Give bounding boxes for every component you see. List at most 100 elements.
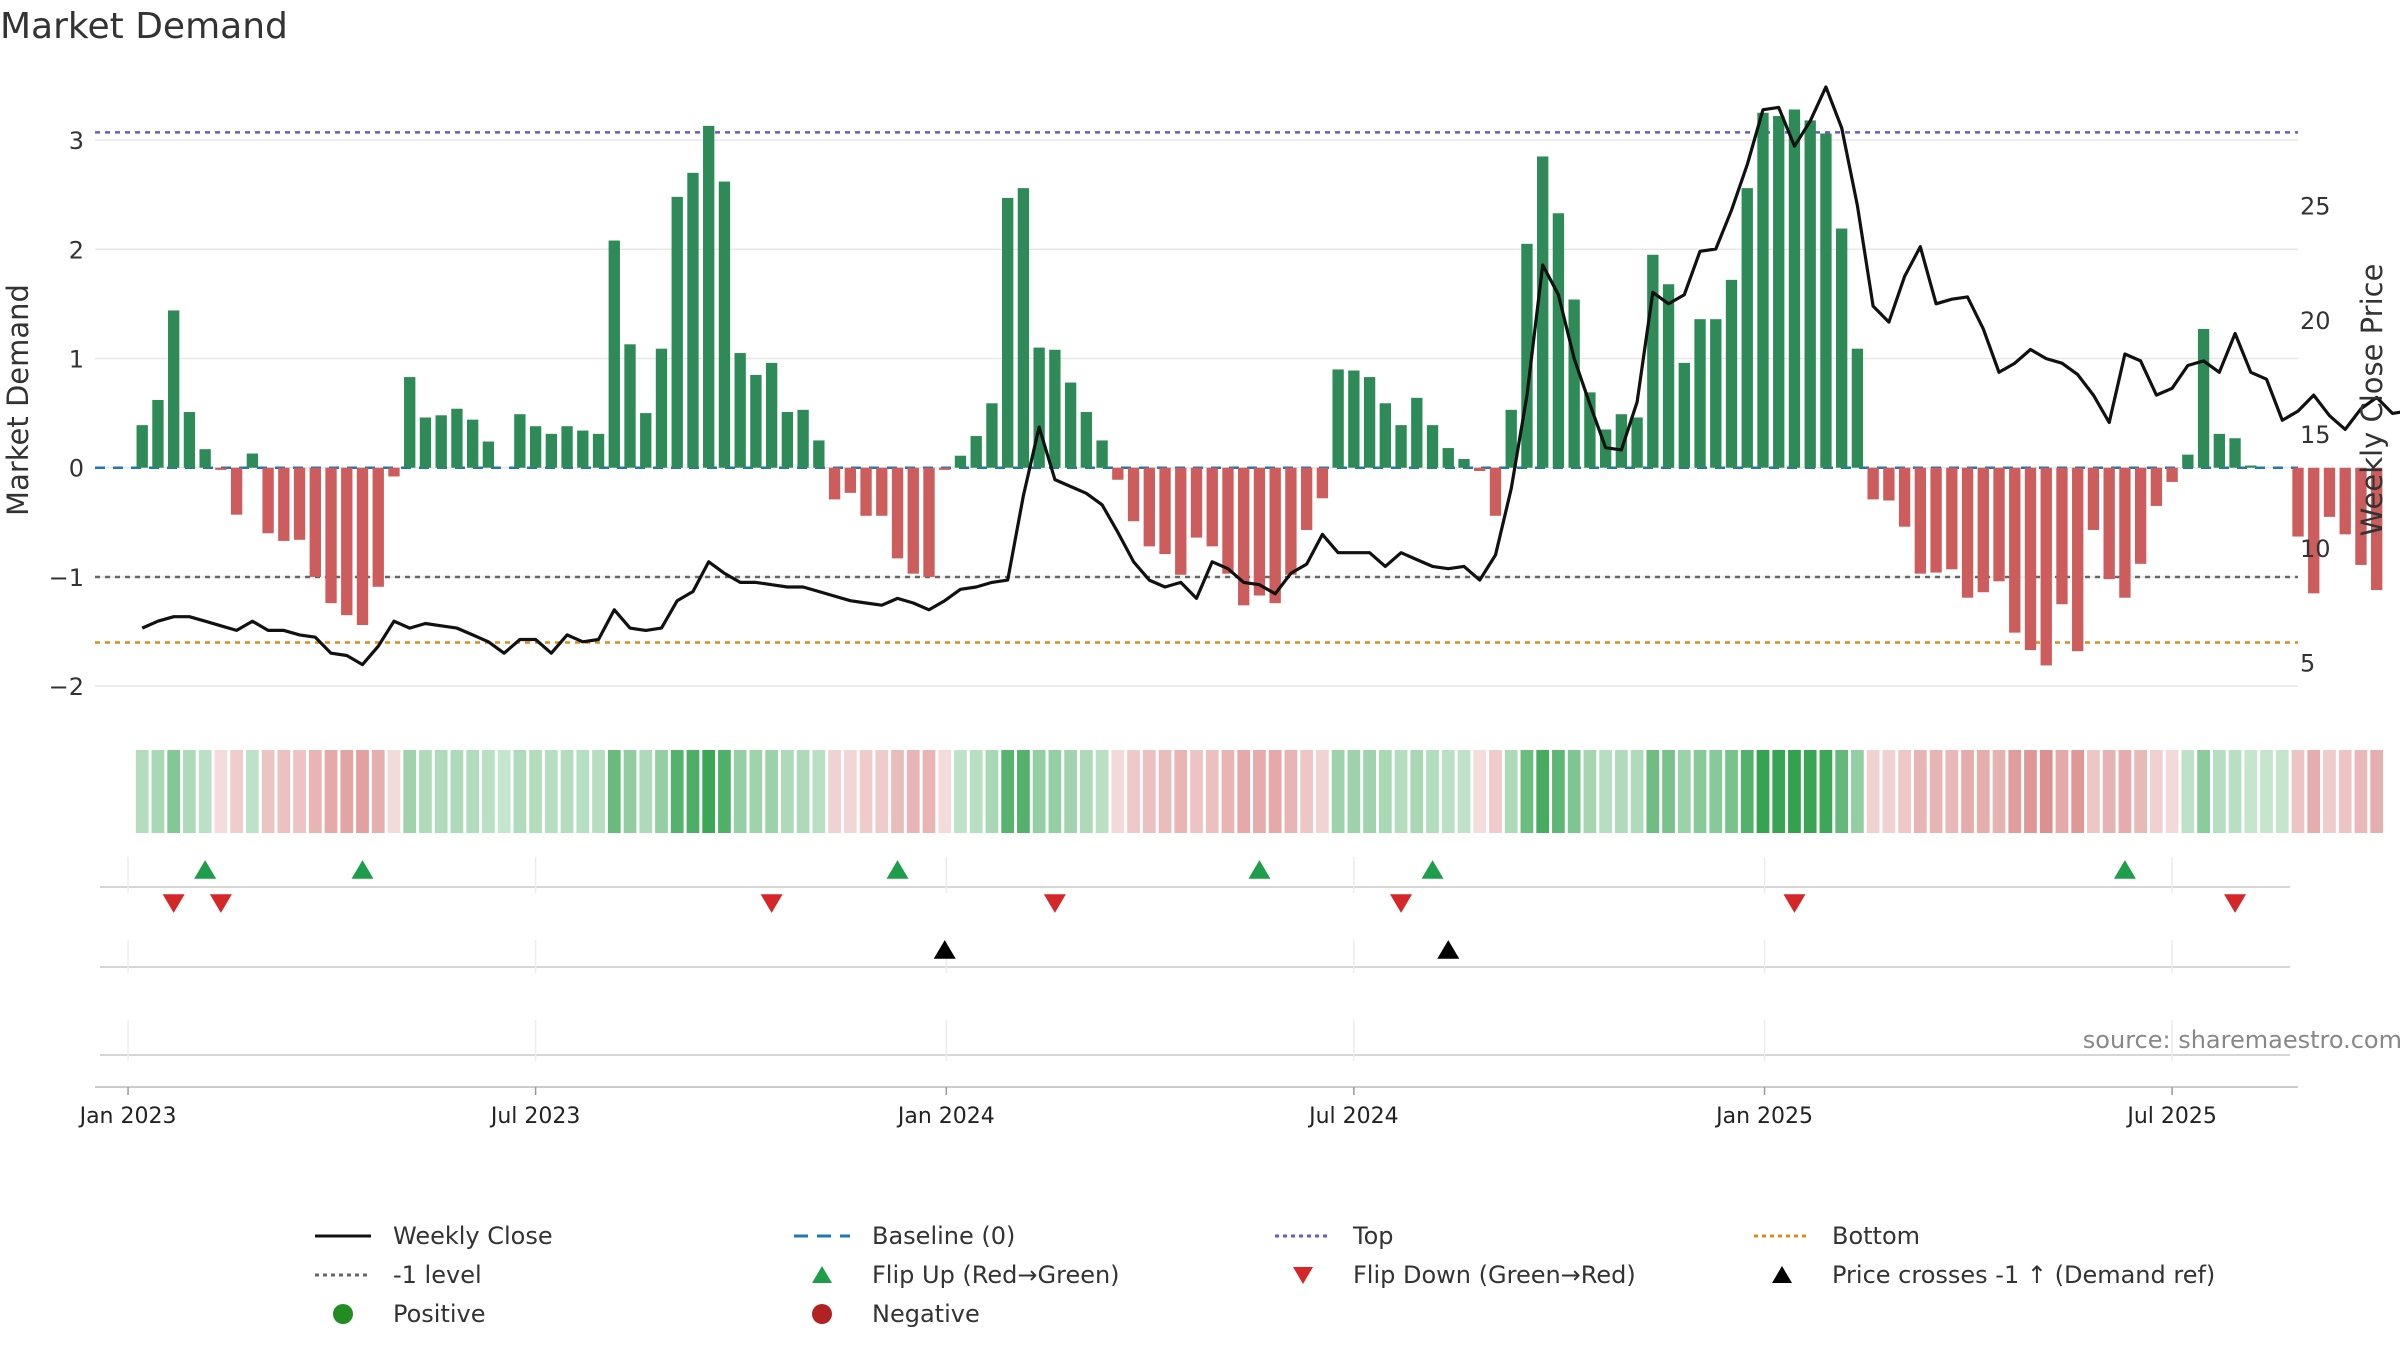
flip-up-marker (2113, 860, 2136, 879)
heat-cell (2244, 750, 2258, 833)
demand-bar (2024, 467, 2037, 651)
demand-bar (1788, 109, 1801, 468)
flip-down-marker (2224, 894, 2247, 913)
heat-cell (639, 750, 653, 833)
demand-bar (1363, 377, 1376, 468)
heat-cell (1316, 750, 1329, 833)
demand-bar (592, 433, 605, 468)
heat-cell (1142, 750, 1156, 833)
heat-cell (2370, 750, 2384, 833)
demand-bar (2119, 467, 2131, 598)
y2-tick-label: 5 (2300, 649, 2315, 677)
demand-bar (278, 467, 290, 541)
heat-cell (1583, 750, 1597, 833)
heat-cell (1677, 750, 1691, 833)
heat-cell (1520, 750, 1534, 833)
heat-cell (1253, 750, 1266, 833)
heat-cell (1378, 750, 1392, 833)
demand-bar (1946, 467, 1958, 570)
heat-cell (859, 750, 873, 833)
x-tick-label: Jan 2025 (1714, 1104, 1813, 1129)
heat-cell (245, 750, 259, 833)
heat-cell (2291, 750, 2305, 833)
heat-cell (371, 750, 385, 833)
heat-cell (2307, 750, 2321, 833)
demand-bar (466, 419, 479, 468)
demand-bar (2308, 467, 2320, 594)
y-tick-label: 0 (69, 455, 84, 483)
heat-cell (1929, 750, 1943, 833)
demand-bar (1300, 467, 1313, 530)
heat-cell (2181, 750, 2195, 833)
heat-cell (1221, 750, 1235, 833)
heat-cell (1835, 750, 1849, 833)
flip-down-marker (760, 894, 783, 913)
heat-cell (340, 750, 354, 833)
demand-bar (341, 467, 353, 616)
heat-cell (1394, 750, 1408, 833)
demand-bar (230, 467, 243, 515)
heat-cell (1064, 750, 1077, 833)
demand-bar (1835, 228, 1848, 468)
heat-cell (1190, 750, 1203, 833)
demand-bar (813, 440, 825, 468)
demand-bar (2371, 467, 2383, 591)
heat-cell (1331, 750, 1345, 833)
heat-cell (277, 750, 291, 833)
heat-cell (466, 750, 480, 833)
demand-bar (1348, 370, 1360, 468)
heat-cell (1536, 750, 1550, 833)
demand-bar (1505, 409, 1517, 468)
close-price-polyline (141, 85, 2400, 667)
heat-cell (356, 750, 369, 833)
heat-cell (623, 750, 637, 833)
heat-cell (828, 750, 841, 833)
demand-bar (939, 467, 951, 470)
demand-bar (1725, 279, 1738, 468)
demand-bar (215, 467, 227, 470)
flip-down-marker (162, 894, 185, 913)
demand-bar (1017, 188, 1030, 468)
demand-bar (1867, 467, 1879, 500)
heat-cell (922, 750, 936, 833)
heat-cell (607, 750, 621, 833)
heat-cell (1504, 750, 1518, 833)
heat-cell (749, 750, 763, 833)
heat-cell (1347, 750, 1361, 833)
heat-cell (1410, 750, 1424, 833)
heat-cell (1819, 750, 1833, 833)
demand-bar (1898, 467, 1911, 527)
demand-bar (168, 310, 180, 468)
heat-cell (387, 750, 401, 833)
heat-cell (1662, 750, 1675, 833)
heat-cell (1158, 750, 1172, 833)
demand-bar (545, 433, 558, 468)
demand-bar (734, 353, 746, 468)
heat-cell (513, 750, 527, 833)
demand-bar (293, 467, 306, 540)
heat-cell (733, 750, 747, 833)
heat-cell (308, 750, 322, 833)
demand-bar (2150, 467, 2163, 506)
demand-bar (1552, 213, 1565, 468)
demand-bar (1568, 299, 1580, 468)
demand-bar (1033, 347, 1045, 468)
heat-cell (1599, 750, 1612, 833)
demand-bar (435, 415, 447, 468)
demand-heat-strip (135, 750, 2384, 833)
demand-bar (1426, 425, 1439, 468)
x-tick-label: Jan 2024 (896, 1104, 995, 1129)
flip-down-marker (1390, 894, 1413, 913)
y-axis-label: Market Demand (1, 284, 35, 516)
heat-cell (2150, 750, 2163, 833)
heat-cell (1268, 750, 1282, 833)
demand-bar (828, 467, 841, 500)
demand-bar (1049, 349, 1061, 468)
demand-bar (1757, 112, 1769, 468)
heat-cell (1237, 750, 1251, 833)
heat-cell (544, 750, 558, 833)
heat-cell (2071, 750, 2085, 833)
heat-cell (2055, 750, 2069, 833)
flip-up-marker (194, 860, 217, 879)
x-axis: Jan 2023 Jul 2023 Jan 2024 Jul 2024 Jan 2025… (78, 1086, 2298, 1129)
